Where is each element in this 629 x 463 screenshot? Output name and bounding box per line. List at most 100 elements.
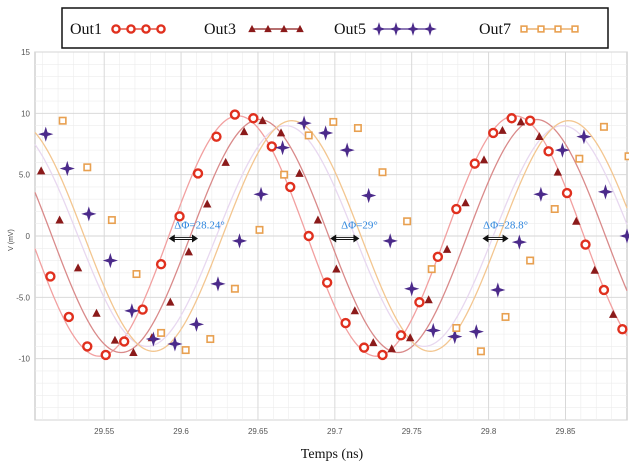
x-axis-label: Temps (ns)	[301, 447, 364, 462]
legend-label-out1: Out1	[70, 21, 102, 38]
x-tick-label: 29.7	[327, 427, 343, 436]
data-point-out3	[350, 306, 360, 315]
data-point-out7	[230, 284, 239, 293]
data-point-out7	[427, 265, 436, 274]
data-point-out5	[231, 233, 248, 249]
legend-label-out3: Out3	[204, 21, 236, 38]
phase-annotation-label: ΔΦ=29°	[341, 219, 378, 231]
x-tick-label: 29.6	[173, 427, 189, 436]
data-point-out1	[580, 239, 591, 250]
data-point-out5	[38, 126, 54, 142]
legend-marker-out3	[248, 24, 256, 33]
data-point-out3	[92, 308, 101, 317]
phase-annotation-label: ΔΦ=28.24°	[174, 219, 224, 231]
data-point-out3	[387, 344, 396, 353]
data-point-out1	[469, 158, 480, 169]
y-tick-label: -10	[18, 355, 30, 364]
data-point-out7	[575, 154, 584, 163]
legend-marker-out7	[537, 25, 545, 33]
data-point-out5	[447, 328, 463, 345]
data-point-out1	[137, 304, 148, 315]
data-point-out3	[590, 265, 599, 274]
y-tick-label: -5.0	[16, 293, 30, 302]
data-point-out5	[167, 336, 183, 352]
data-point-out7	[353, 124, 362, 133]
data-point-out7	[157, 328, 166, 337]
y-tick-label: 5.0	[19, 171, 31, 180]
legend-marker-out7	[520, 25, 528, 33]
data-point-out5	[425, 322, 441, 339]
data-point-out7	[378, 168, 387, 177]
data-point-out3	[295, 168, 304, 177]
x-tick-label: 29.55	[94, 427, 115, 436]
data-point-out3	[221, 157, 230, 166]
data-point-out3	[203, 199, 212, 208]
data-point-out3	[461, 198, 470, 207]
data-point-out3	[110, 335, 120, 344]
data-point-out3	[239, 127, 249, 136]
axes: 29.55 29.6 29.65 29.7 29.75 29.8 29.85 15 10 5.0 0…	[16, 48, 576, 436]
data-point-out3	[572, 216, 581, 225]
data-point-out1	[395, 330, 407, 341]
data-point-out3	[424, 295, 433, 304]
data-point-out7	[403, 217, 412, 226]
data-point-out3	[258, 116, 267, 125]
data-point-out1	[63, 311, 75, 323]
data-point-out5	[339, 142, 355, 158]
data-point-out3	[498, 125, 507, 134]
y-tick-label: 0	[26, 232, 31, 241]
series-line-out5	[34, 124, 628, 348]
data-point-out7	[280, 170, 289, 179]
data-point-out1	[192, 168, 204, 179]
x-tick-label: 29.85	[555, 427, 576, 436]
data-point-out7	[304, 131, 313, 140]
data-point-out5	[296, 115, 312, 131]
data-point-out1	[524, 115, 536, 126]
phase-arrow-head-left	[330, 234, 337, 243]
data-point-out1	[155, 259, 167, 270]
data-point-out5	[490, 282, 506, 298]
data-point-out5	[59, 160, 75, 177]
legend-marker-out1	[156, 24, 166, 34]
legend-marker-out5	[406, 22, 420, 36]
data-point-out3	[184, 247, 193, 256]
data-point-out3	[442, 244, 452, 253]
data-point-out1	[506, 113, 517, 124]
legend-marker-out3	[296, 24, 304, 33]
phase-arrow-head-right	[502, 234, 509, 243]
legend-marker-out7	[554, 25, 562, 33]
data-point-out3	[553, 167, 562, 176]
data-point-out3	[276, 128, 286, 137]
data-point-out3	[313, 215, 323, 224]
series-line-out7	[34, 120, 628, 352]
data-point-out7	[255, 225, 264, 234]
data-point-out1	[321, 277, 333, 288]
data-point-out3	[608, 309, 618, 318]
data-point-out3	[516, 117, 526, 126]
legend-marker-out1	[111, 24, 121, 34]
legend-marker-out3	[264, 24, 272, 33]
phase-arrow-head-right	[353, 234, 360, 243]
data-point-out5	[382, 233, 398, 249]
y-tick-label: 10	[21, 109, 30, 118]
data-point-out5	[253, 186, 269, 202]
phase-arrow-head-left	[168, 234, 175, 243]
legend-label-out5: Out5	[334, 21, 366, 38]
legend-box	[61, 7, 609, 49]
data-point-out5	[619, 228, 629, 244]
data-point-out1	[488, 127, 499, 139]
data-point-out3	[166, 297, 175, 306]
data-point-out7	[599, 122, 608, 131]
x-tick-label: 29.75	[402, 427, 423, 436]
data-point-out7	[107, 216, 116, 225]
data-point-out1	[561, 187, 573, 199]
legend-marker-out5	[423, 22, 437, 36]
data-point-out7	[526, 256, 535, 265]
series-markers	[36, 109, 629, 361]
data-point-out1	[617, 324, 628, 335]
data-point-out1	[432, 251, 444, 263]
data-point-out5	[597, 184, 614, 200]
data-point-out1	[118, 336, 130, 347]
data-point-out7	[58, 116, 67, 125]
